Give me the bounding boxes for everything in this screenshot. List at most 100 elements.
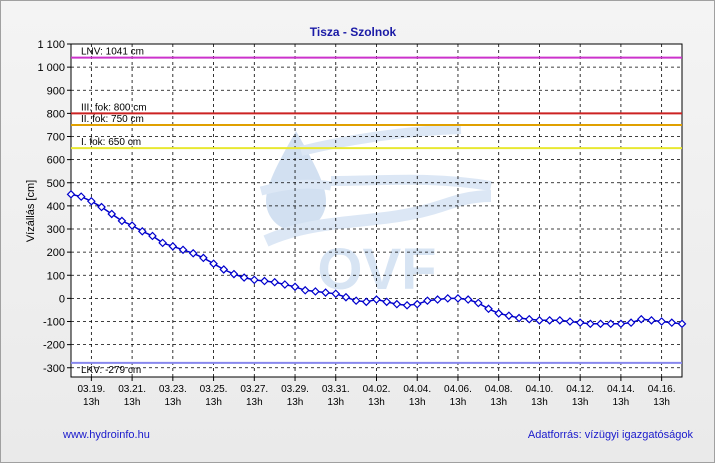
data-point-marker <box>586 319 595 329</box>
x-tick-date-label: 04.10. <box>526 384 554 395</box>
x-tick-date-label: 03.27. <box>240 384 268 395</box>
data-point-marker <box>555 315 565 325</box>
x-tick-hour-label: 13h <box>653 397 670 408</box>
series-group <box>66 189 687 329</box>
x-tick-date-label: 04.02. <box>363 384 391 395</box>
data-point-marker <box>107 209 117 219</box>
x-tick-date-label: 04.16. <box>648 384 676 395</box>
data-point-marker <box>657 317 666 326</box>
y-tick-label: 800 <box>47 108 65 120</box>
x-tick-hour-label: 13h <box>327 397 344 408</box>
data-point-marker <box>535 315 544 325</box>
data-point-marker <box>545 315 554 325</box>
data-point-marker <box>97 202 106 212</box>
data-point-marker <box>117 216 127 226</box>
x-tick-date-label: 03.21. <box>118 384 146 395</box>
wave-icon <box>263 190 492 247</box>
data-point-marker <box>87 196 96 206</box>
data-point-marker <box>188 248 198 258</box>
data-point-marker <box>341 292 351 302</box>
data-point-marker <box>168 241 178 251</box>
data-point-marker <box>677 319 687 329</box>
y-tick-label: -200 <box>43 340 65 352</box>
data-point-marker <box>565 317 575 326</box>
data-point-marker <box>402 300 412 310</box>
data-point-marker <box>270 277 280 287</box>
y-tick-label: 0 <box>59 293 65 305</box>
data-point-marker <box>494 309 504 318</box>
data-point-marker <box>484 304 493 314</box>
wave-icon <box>330 174 492 191</box>
y-tick-label: 200 <box>47 247 65 259</box>
data-point-marker <box>412 299 422 309</box>
data-point-marker <box>290 282 300 292</box>
data-point-marker <box>239 273 249 282</box>
reference-line-label: I. fok: 650 cm <box>81 137 141 148</box>
data-point-marker <box>249 275 259 285</box>
x-tick-hour-label: 13h <box>83 397 100 408</box>
y-tick-label: 300 <box>47 224 65 236</box>
x-tick-date-label: 03.29. <box>281 384 309 395</box>
data-point-marker <box>351 296 361 306</box>
data-point-marker <box>199 253 208 263</box>
x-tick-date-label: 03.23. <box>159 384 187 395</box>
y-tick-label: -300 <box>43 363 65 375</box>
data-point-marker <box>504 311 514 321</box>
data-point-marker <box>473 298 483 308</box>
y-tick-label: 600 <box>47 155 65 167</box>
data-point-marker <box>443 294 453 303</box>
wave-icon <box>259 179 332 196</box>
x-tick-hour-label: 13h <box>531 397 548 408</box>
x-tick-date-label: 04.04. <box>403 384 431 395</box>
data-point-marker <box>321 288 330 297</box>
y-tick-label: 500 <box>47 178 65 190</box>
data-point-marker <box>209 259 218 269</box>
data-point-marker <box>331 289 341 299</box>
reference-line-label: III. fok: 800 cm <box>81 102 147 113</box>
data-point-marker <box>76 192 86 201</box>
data-point-marker <box>575 318 585 328</box>
x-tick-hour-label: 13h <box>613 397 630 408</box>
website-link[interactable]: www.hydroinfo.hu <box>62 429 150 441</box>
data-source-note: Adatforrás: vízügyi igazgatóságok <box>528 429 694 441</box>
data-point-marker <box>300 285 310 295</box>
x-tick-hour-label: 13h <box>409 397 426 408</box>
x-tick-date-label: 04.12. <box>566 384 594 395</box>
data-point-marker <box>606 319 616 329</box>
y-tick-label: 100 <box>47 270 65 282</box>
data-point-marker <box>229 269 239 279</box>
x-tick-hour-label: 13h <box>246 397 263 408</box>
y-tick-label: -100 <box>43 317 65 329</box>
data-point-marker <box>280 280 290 289</box>
data-point-marker <box>667 318 677 328</box>
data-point-marker <box>453 294 463 303</box>
data-point-marker <box>524 314 534 324</box>
data-point-marker <box>127 221 137 230</box>
x-tick-hour-label: 13h <box>124 397 141 408</box>
x-tick-date-label: 04.08. <box>485 384 513 395</box>
y-tick-label: 700 <box>47 132 65 144</box>
y-tick-label: 1 000 <box>37 62 65 74</box>
x-tick-hour-label: 13h <box>572 397 589 408</box>
data-point-marker <box>596 319 605 329</box>
y-axis-label: Vízállás [cm] <box>25 180 37 242</box>
data-point-marker <box>616 319 626 329</box>
data-point-marker <box>148 231 157 241</box>
x-tick-hour-label: 13h <box>205 397 222 408</box>
data-point-marker <box>311 287 320 296</box>
data-point-marker <box>636 314 646 324</box>
x-tick-hour-label: 13h <box>287 397 304 408</box>
reference-line-label: LKV: -279 cm <box>81 365 141 376</box>
data-point-marker <box>178 245 188 255</box>
data-point-marker <box>158 238 167 248</box>
x-tick-hour-label: 13h <box>490 397 507 408</box>
data-point-marker <box>260 276 269 286</box>
data-point-marker <box>463 295 473 304</box>
data-point-marker <box>361 297 371 307</box>
x-tick-date-label: 04.06. <box>444 384 472 395</box>
x-axis: 03.19. 13h 03.21. 13h 03.23. 13h 03.25. 13h 03.2… <box>77 377 676 408</box>
data-point-marker <box>372 295 381 304</box>
